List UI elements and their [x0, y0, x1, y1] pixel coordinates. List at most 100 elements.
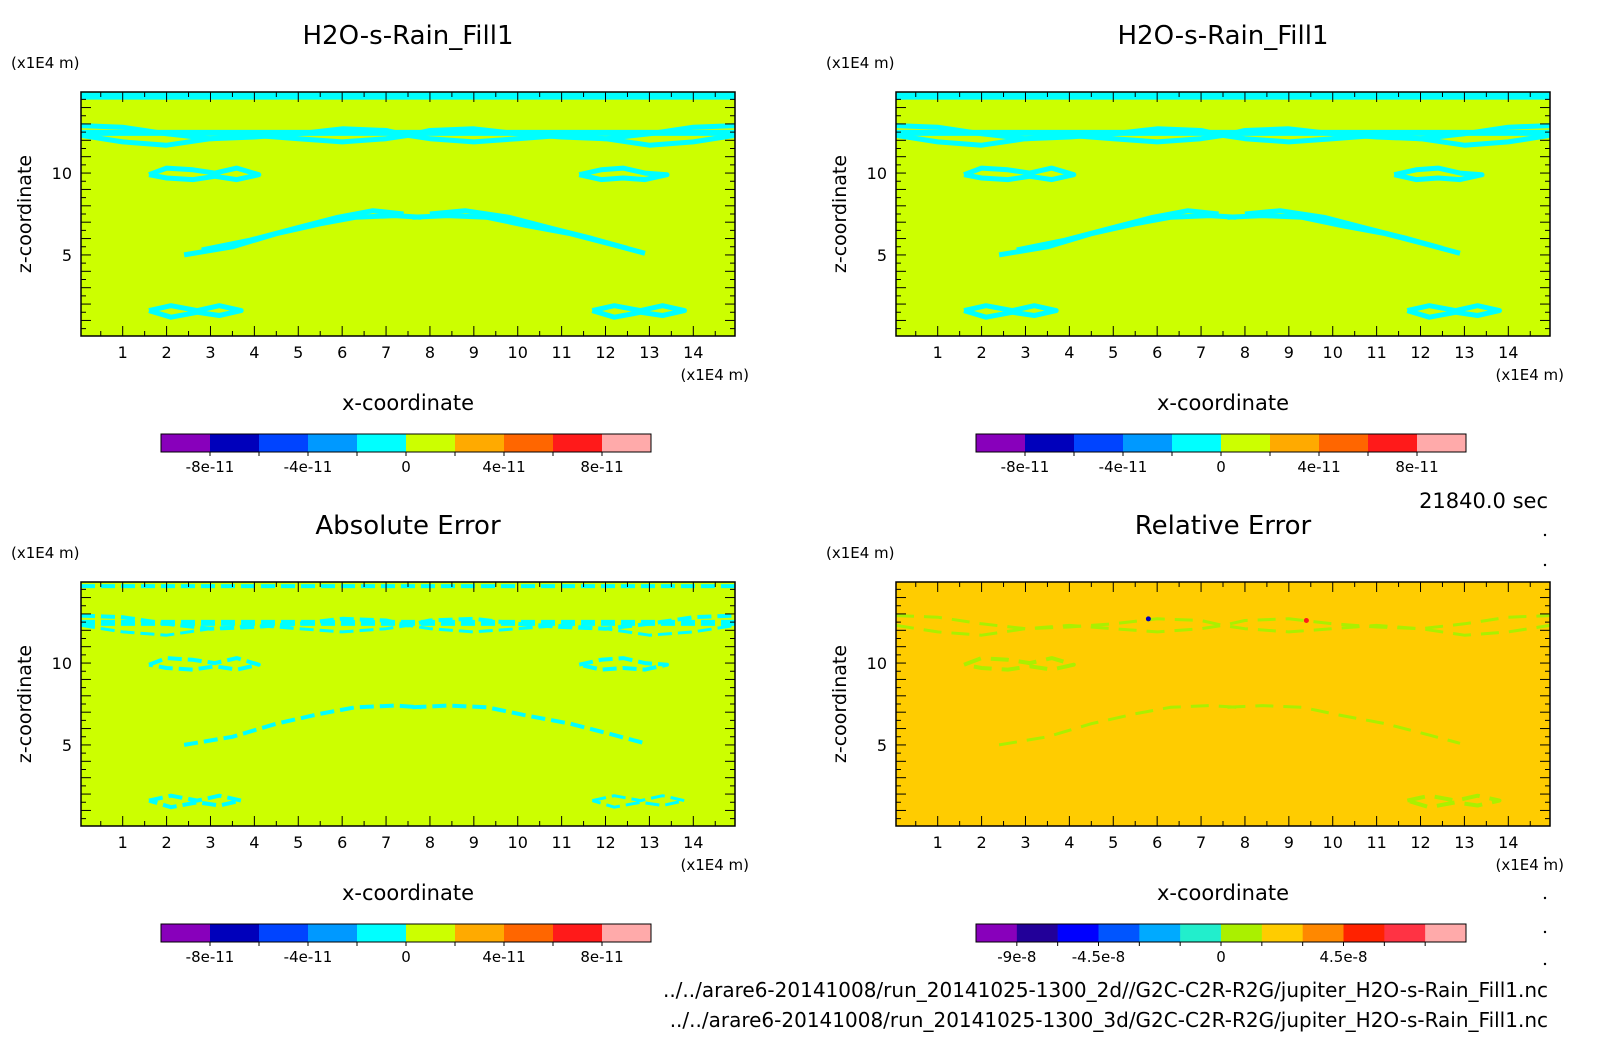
x-tick-label: 2	[976, 833, 986, 852]
colorbar-label: -9e-8	[997, 948, 1036, 966]
x-tick-label: 14	[1498, 833, 1518, 852]
x-tick-label: 12	[595, 833, 615, 852]
colorbar-swatch	[406, 924, 456, 942]
y-axis-unit: (x1E4 m)	[11, 544, 80, 562]
colorbar-swatch	[210, 434, 260, 452]
x-tick-label: 1	[933, 833, 943, 852]
colorbar-swatch	[1417, 434, 1467, 452]
colorbar-label: 4.5e-8	[1319, 948, 1367, 966]
colorbar-swatch	[1123, 434, 1173, 452]
x-tick-label: 5	[1108, 343, 1118, 362]
colorbar-swatch	[1261, 924, 1303, 942]
contour-archL	[183, 703, 422, 747]
x-axis-label: x-coordinate	[1157, 391, 1289, 415]
plot-area	[81, 582, 735, 826]
x-axis-label: x-coordinate	[342, 881, 474, 905]
contour-ovalL	[148, 656, 261, 672]
x-tick-label: 12	[1410, 343, 1430, 362]
field-features	[81, 584, 735, 810]
colorbar-swatch	[602, 924, 652, 942]
chart-title: H2O-s-Rain_Fill1	[303, 21, 514, 51]
contour-ovalL	[963, 656, 1076, 672]
colorbar-swatch	[308, 434, 358, 452]
file-path-2d: ../../arare6-20141008/run_20141025-1300_…	[663, 978, 1548, 1002]
contour-blobL	[148, 303, 244, 320]
contour-archL2	[201, 208, 404, 253]
y-axis-unit: (x1E4 m)	[11, 54, 80, 72]
y-tick-label: 10	[52, 164, 72, 183]
colorbar-swatch	[1368, 434, 1418, 452]
colorbar-swatch	[1221, 434, 1271, 452]
x-tick-label: 8	[1240, 343, 1250, 362]
contour-ovalL	[963, 165, 1077, 183]
colorbar-swatch	[504, 434, 554, 452]
x-tick-label: 5	[293, 833, 303, 852]
x-tick-label: 6	[337, 833, 347, 852]
colorbar-swatch	[1319, 434, 1369, 452]
x-tick-label: 8	[1240, 833, 1250, 852]
x-tick-label: 11	[551, 343, 571, 362]
x-tick-label: 3	[205, 343, 215, 362]
colorbar-label: -8e-11	[1001, 458, 1050, 476]
margin-dot	[1543, 962, 1547, 966]
y-tick-label: 10	[867, 164, 887, 183]
contour-archR	[412, 703, 646, 746]
colorbar-swatch	[210, 924, 260, 942]
contour-wave2	[81, 132, 735, 148]
time-label: 21840.0 sec	[1419, 489, 1548, 513]
colorbar-swatch	[357, 434, 407, 452]
x-tick-label: 11	[1366, 833, 1386, 852]
colorbar-swatch	[602, 434, 652, 452]
x-tick-label: 4	[1064, 343, 1074, 362]
y-tick-label: 5	[62, 736, 72, 755]
x-axis-unit: (x1E4 m)	[1495, 856, 1564, 874]
colorbar-swatch	[1057, 924, 1099, 942]
y-tick-label: 10	[52, 654, 72, 673]
x-tick-label: 13	[639, 343, 659, 362]
contour-blobL	[148, 793, 244, 810]
x-axis-label: x-coordinate	[342, 391, 474, 415]
contour-ovalL	[148, 165, 262, 183]
plot-area	[896, 582, 1550, 826]
x-tick-label: 6	[337, 343, 347, 362]
chart-title: Absolute Error	[315, 511, 501, 541]
y-axis-label: z-coordinate	[14, 155, 36, 273]
contour-blobR	[1406, 793, 1502, 810]
x-tick-label: 10	[508, 833, 528, 852]
colorbar-label: 4e-11	[482, 948, 525, 966]
colorbar-swatch	[1343, 924, 1385, 942]
max-spot	[1303, 617, 1309, 623]
x-axis-unit: (x1E4 m)	[680, 856, 749, 874]
colorbar-swatch	[1425, 924, 1467, 942]
x-tick-label: 10	[1323, 833, 1343, 852]
colorbar-swatch	[259, 434, 309, 452]
margin-dot	[1543, 563, 1547, 567]
contour-blobR	[591, 794, 686, 809]
colorbar-label: -4e-11	[284, 458, 333, 476]
x-tick-label: 7	[1196, 833, 1206, 852]
contour-archL2	[1016, 208, 1219, 253]
x-tick-label: 1	[933, 343, 943, 362]
colorbar-swatch	[1180, 924, 1222, 942]
margin-dot	[1543, 896, 1547, 900]
colorbar-swatch	[1025, 434, 1075, 452]
x-tick-label: 5	[1108, 833, 1118, 852]
x-tick-label: 13	[1454, 343, 1474, 362]
y-axis-label: z-coordinate	[829, 645, 851, 763]
contour-wave1	[896, 614, 1550, 631]
colorbar-swatch	[455, 924, 505, 942]
x-tick-label: 8	[425, 343, 435, 362]
colorbar-swatch	[1270, 434, 1320, 452]
field-features	[896, 614, 1550, 810]
x-tick-label: 2	[976, 343, 986, 362]
colorbar-label: 4e-11	[1297, 458, 1340, 476]
y-axis-unit: (x1E4 m)	[826, 54, 895, 72]
x-tick-label: 9	[1284, 833, 1294, 852]
colorbar-swatch	[161, 434, 211, 452]
margin-dot	[1543, 856, 1547, 860]
y-tick-label: 5	[877, 736, 887, 755]
x-tick-label: 9	[1284, 343, 1294, 362]
colorbar-swatch	[1221, 924, 1263, 942]
colorbar-label: 4e-11	[482, 458, 525, 476]
